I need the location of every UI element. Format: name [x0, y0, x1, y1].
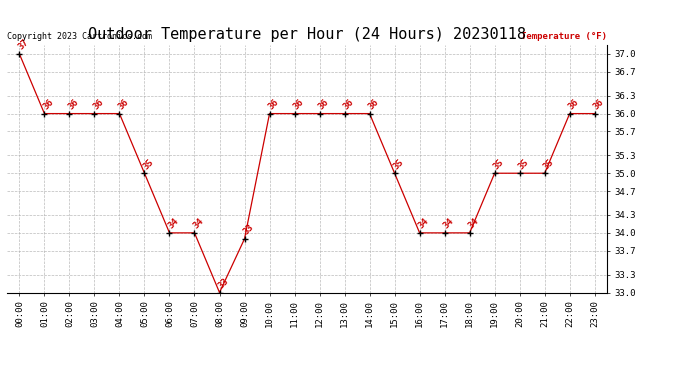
Text: 36: 36: [117, 98, 130, 111]
Text: 36: 36: [292, 98, 306, 111]
Text: 35: 35: [517, 157, 531, 171]
Text: 35: 35: [392, 157, 406, 171]
Text: 36: 36: [342, 98, 356, 111]
Text: Copyright 2023 Cartronics.com: Copyright 2023 Cartronics.com: [7, 32, 152, 41]
Text: Temperature (°F): Temperature (°F): [521, 32, 607, 41]
Text: 37: 37: [17, 38, 30, 52]
Text: 36: 36: [592, 98, 606, 111]
Text: 34: 34: [442, 217, 456, 231]
Text: 33: 33: [241, 223, 256, 237]
Text: 36: 36: [41, 98, 56, 111]
Title: Outdoor Temperature per Hour (24 Hours) 20230118: Outdoor Temperature per Hour (24 Hours) …: [88, 27, 526, 42]
Text: 35: 35: [141, 157, 156, 171]
Text: 36: 36: [567, 98, 581, 111]
Text: 36: 36: [67, 98, 81, 111]
Text: 36: 36: [317, 98, 331, 111]
Text: 36: 36: [267, 98, 281, 111]
Text: 36: 36: [367, 98, 381, 111]
Text: 35: 35: [492, 157, 506, 171]
Text: 34: 34: [192, 217, 206, 231]
Text: 33: 33: [217, 276, 230, 290]
Text: 36: 36: [92, 98, 106, 111]
Text: 34: 34: [467, 217, 481, 231]
Text: 34: 34: [417, 217, 431, 231]
Text: 34: 34: [167, 217, 181, 231]
Text: 35: 35: [542, 157, 556, 171]
